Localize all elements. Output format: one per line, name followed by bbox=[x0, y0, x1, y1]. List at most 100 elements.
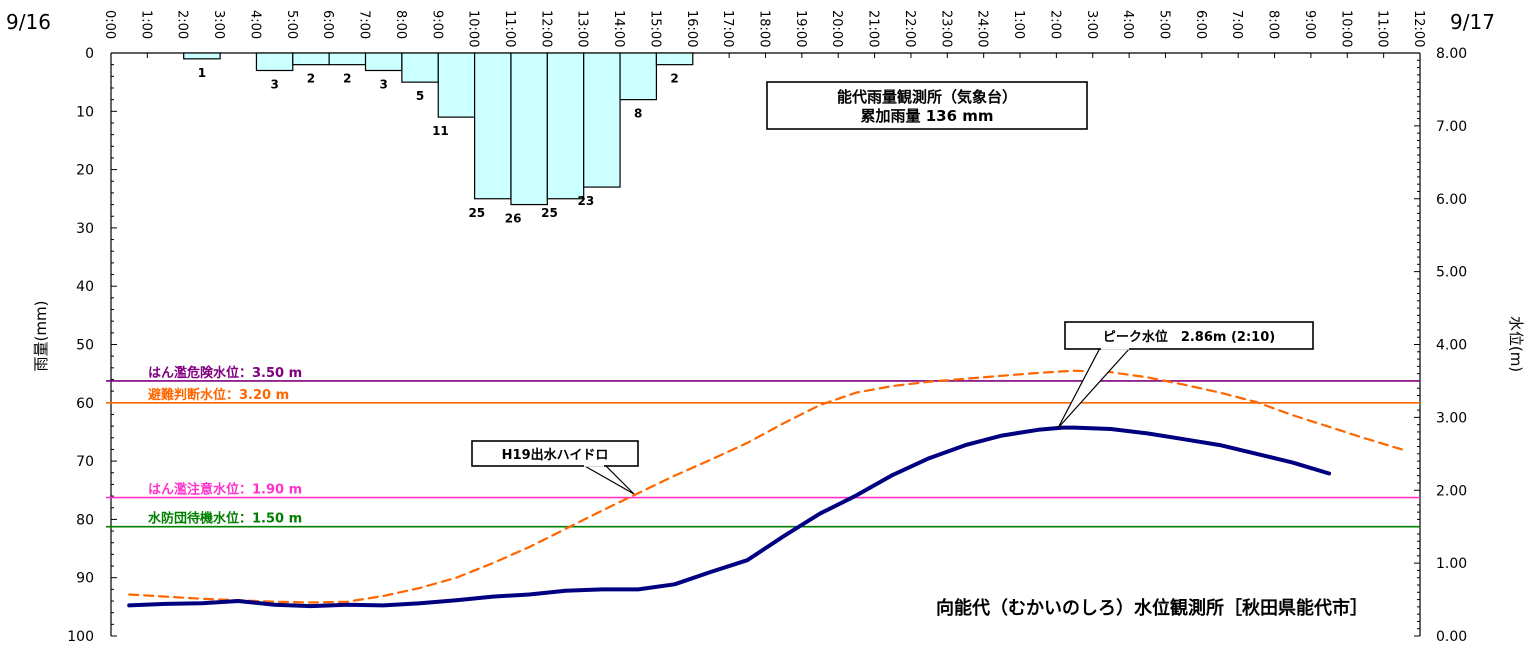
x-tick-label: 7:00 bbox=[357, 10, 372, 39]
x-tick-label: 17:00 bbox=[720, 10, 735, 47]
y-right-tick-label: 4.00 bbox=[1436, 338, 1467, 354]
rainfall-bar bbox=[546, 52, 585, 200]
rain-gauge-title: 能代雨量観測所（気象台） bbox=[837, 88, 1017, 106]
x-tick-label: 14:00 bbox=[611, 10, 626, 47]
y-left-tick-label: 20 bbox=[76, 163, 94, 179]
x-tick-label: 5:00 bbox=[1156, 10, 1171, 39]
rainfall-bar bbox=[619, 52, 658, 101]
x-tick-label: 5:00 bbox=[284, 10, 299, 39]
hydro-series-label: H19出水ハイドロ bbox=[502, 447, 609, 463]
y-right-tick-label: 1.00 bbox=[1436, 556, 1467, 572]
y-left-tick-label: 30 bbox=[76, 221, 94, 237]
threshold-lines: はん濫危険水位：3.50 m 避難判断水位：3.20 m はん濫注意水位：1.90 … bbox=[106, 365, 1420, 528]
rainfall-bar-label: 2 bbox=[343, 72, 351, 86]
rainfall-bar-label: 5 bbox=[416, 89, 424, 103]
y-right-tick-label: 7.00 bbox=[1436, 119, 1467, 135]
x-tick-label: 1:00 bbox=[1011, 10, 1026, 39]
x-tick-label: 4:00 bbox=[247, 10, 262, 39]
y-left-tick-label: 70 bbox=[76, 454, 94, 470]
x-tick-label: 22:00 bbox=[902, 10, 917, 47]
x-tick-label: 3:00 bbox=[1084, 10, 1099, 39]
y-right-tick-label: 5.00 bbox=[1436, 265, 1467, 281]
rainfall-bar bbox=[510, 52, 548, 206]
y-left-tick-label: 10 bbox=[76, 104, 94, 120]
y-left-axis-title: 雨量(mm) bbox=[32, 301, 50, 372]
rainfall-bar bbox=[655, 52, 694, 66]
date-label-left: 9/16 bbox=[6, 10, 51, 34]
x-tick-label: 8:00 bbox=[1266, 10, 1281, 39]
rainfall-bar-label: 26 bbox=[505, 212, 522, 226]
date-label-right: 9/17 bbox=[1450, 10, 1495, 34]
x-tick-label: 1:00 bbox=[138, 10, 153, 39]
hydro-dashed-line bbox=[128, 369, 1403, 604]
threshold-label: 水防団待機水位：1.50 m bbox=[148, 511, 302, 527]
peak-water-level-label: ピーク水位 2.86m (2:10) bbox=[1103, 329, 1275, 345]
x-tick-label: 21:00 bbox=[866, 10, 881, 47]
y-left-tick-label: 50 bbox=[76, 338, 94, 354]
rain-gauge-box: 能代雨量観測所（気象台） 累加雨量 136 mm bbox=[766, 81, 1088, 130]
x-tick-label: 15:00 bbox=[647, 10, 662, 47]
rainfall-bar bbox=[583, 52, 621, 188]
x-tick-label: 9:00 bbox=[429, 10, 444, 39]
rainfall-bar-label: 3 bbox=[380, 77, 388, 91]
rainfall-bar-label: 8 bbox=[634, 107, 642, 121]
x-tick-label: 11:00 bbox=[1375, 10, 1390, 47]
rainfall-bar bbox=[437, 52, 476, 118]
observed-water-level-line bbox=[127, 425, 1332, 609]
y-left-tick-label: 90 bbox=[76, 571, 94, 587]
y-left-tick-label: 40 bbox=[76, 279, 94, 295]
rainfall-bar bbox=[255, 52, 294, 72]
x-tick-label: 11:00 bbox=[502, 10, 517, 47]
y-left-tick-label: 0 bbox=[85, 46, 94, 62]
cumulative-rainfall-label: 累加雨量 136 mm bbox=[860, 107, 993, 125]
x-tick-label: 4:00 bbox=[1120, 10, 1135, 39]
x-tick-label: 10:00 bbox=[1338, 10, 1353, 47]
threshold-label: はん濫危険水位：3.50 m bbox=[148, 365, 302, 381]
x-tick-label: 19:00 bbox=[793, 10, 808, 47]
y-right-tick-label: 2.00 bbox=[1436, 483, 1467, 499]
x-tick-label: 6:00 bbox=[320, 10, 335, 39]
threshold-label: はん濫注意水位：1.90 m bbox=[148, 482, 302, 498]
rainfall-bar bbox=[292, 52, 330, 66]
x-tick-label: 18:00 bbox=[757, 10, 772, 47]
x-tick-label: 2:00 bbox=[175, 10, 190, 39]
axes: 0:00 1:00 2:00 3:00 4:00 5:00 6:00 7:00 8:00 9:00… bbox=[67, 10, 1467, 645]
peak-callout: ピーク水位 2.86m (2:10) bbox=[1057, 321, 1314, 429]
station-title: 向能代（むかいのしろ）水位観測所［秋田県能代市］ bbox=[936, 597, 1368, 619]
x-tick-label: 12:00 bbox=[1411, 10, 1426, 47]
rainfall-bar bbox=[183, 52, 221, 60]
x-tick-label: 20:00 bbox=[829, 10, 844, 47]
rainfall-bar-label: 25 bbox=[468, 206, 485, 220]
x-tick-label: 6:00 bbox=[1193, 10, 1208, 39]
x-tick-label: 7:00 bbox=[1229, 10, 1244, 39]
hydro-callout: H19出水ハイドロ bbox=[471, 440, 639, 495]
rainfall-bar-label: 2 bbox=[307, 72, 315, 86]
y-right-tick-label: 3.00 bbox=[1436, 410, 1467, 426]
x-tick-label: 16:00 bbox=[684, 10, 699, 47]
y-right-tick-label: 6.00 bbox=[1436, 192, 1467, 208]
rainfall-bar bbox=[328, 52, 367, 66]
x-tick-label: 2:00 bbox=[1047, 10, 1062, 39]
rainfall-bar bbox=[364, 52, 403, 72]
y-right-tick-label: 0.00 bbox=[1436, 629, 1467, 645]
y-left-tick-label: 100 bbox=[67, 629, 94, 645]
x-tick-label: 10:00 bbox=[466, 10, 481, 47]
rainfall-bar-label: 23 bbox=[578, 194, 595, 208]
rainfall-bar-label: 2 bbox=[670, 72, 678, 86]
rainfall-bar-label: 11 bbox=[432, 124, 449, 138]
y-right-axis-title: 水位(m) bbox=[1507, 316, 1525, 372]
water-level-series bbox=[127, 369, 1403, 609]
x-tick-label: 24:00 bbox=[975, 10, 990, 47]
x-tick-label: 23:00 bbox=[938, 10, 953, 47]
rainfall-bar bbox=[474, 52, 512, 200]
threshold-label: 避難判断水位：3.20 m bbox=[148, 387, 289, 403]
x-tick-label: 0:00 bbox=[102, 10, 117, 39]
y-left-tick-label: 80 bbox=[76, 512, 94, 528]
y-left-tick-label: 60 bbox=[76, 396, 94, 412]
x-tick-label: 13:00 bbox=[575, 10, 590, 47]
rainfall-bar-label: 1 bbox=[198, 66, 206, 80]
rainfall-bar-label: 25 bbox=[541, 206, 558, 220]
rainfall-bar-label: 3 bbox=[270, 77, 278, 91]
